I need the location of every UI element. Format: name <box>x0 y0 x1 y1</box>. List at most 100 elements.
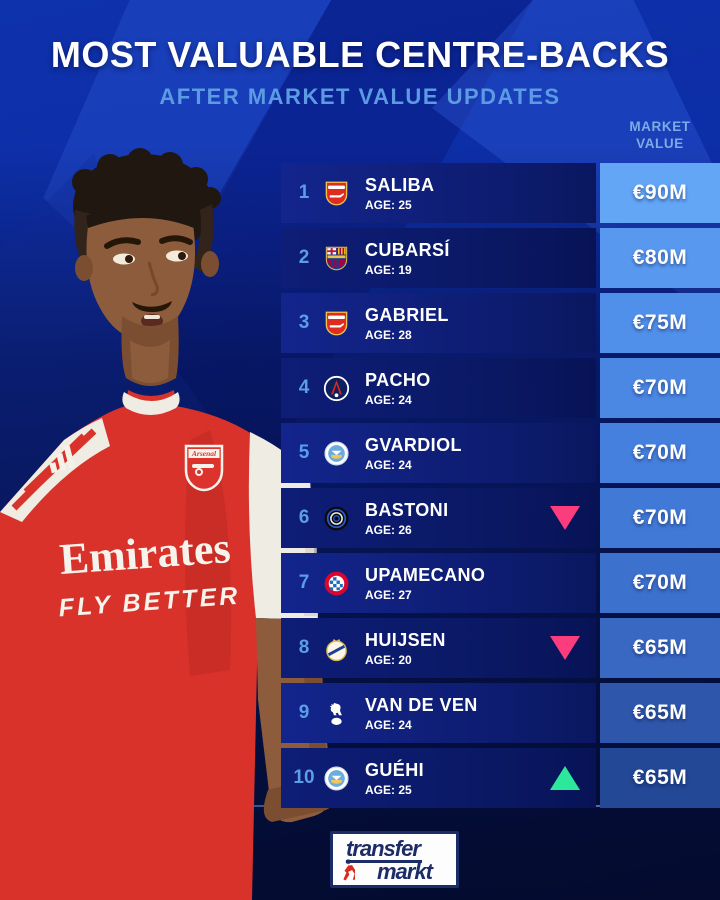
jersey-crest-text: Arsenal <box>191 449 217 458</box>
player-cell: 4 PACHO AGE: 24 <box>281 358 596 418</box>
rank-number: 1 <box>298 182 310 203</box>
player-cell: 5 GVARDIOL AGE: 24 <box>281 423 596 483</box>
market-value: €70M <box>632 441 688 464</box>
player-name: PACHO <box>365 369 431 390</box>
adidas-stripes-icon <box>49 444 76 474</box>
player-name: GABRIEL <box>365 304 449 325</box>
player-photo-saliba: Arsenal Emirates FLY BETTER <box>0 148 333 900</box>
jersey-sponsor-text: Emirates <box>58 523 232 584</box>
rank-number: 5 <box>298 442 310 463</box>
market-value: €75M <box>632 311 688 334</box>
player-name: GUÉHI <box>365 759 425 780</box>
table-row: 7 UPAMECANO AGE: 27 €70M <box>281 553 720 613</box>
ranking-table: 1 SALIBA AGE: 25 €90M 2 CUBARSÍ AGE: 19 <box>281 163 720 808</box>
player-name: BASTONI <box>365 499 449 520</box>
player-info: UPAMECANO AGE: 27 <box>365 566 485 601</box>
player-info: SALIBA AGE: 25 <box>365 176 434 211</box>
club-crest-barcelona-icon <box>323 245 350 272</box>
market-value: €80M <box>632 246 688 269</box>
market-value-cell: €70M <box>600 553 720 613</box>
table-row: 1 SALIBA AGE: 25 €90M <box>281 163 720 223</box>
rank-number: 7 <box>298 572 310 593</box>
page-title: MOST VALUABLE CENTRE-BACKS <box>50 34 670 75</box>
rank-number: 9 <box>298 702 310 723</box>
player-info: BASTONI AGE: 26 <box>365 501 448 536</box>
rank-number: 4 <box>298 377 310 398</box>
market-value-cell: €70M <box>600 488 720 548</box>
player-age: AGE: 20 <box>365 652 412 667</box>
club-crest-arsenal-icon <box>323 180 350 207</box>
rank-number: 3 <box>298 312 310 333</box>
player-cell: 9 VAN DE VEN AGE: 24 <box>281 683 596 743</box>
player-age: AGE: 24 <box>365 457 412 472</box>
jersey-crest-icon: Arsenal <box>184 444 224 492</box>
player-name: SALIBA <box>365 174 435 195</box>
page-subtitle: AFTER MARKET VALUE UPDATES <box>159 84 561 109</box>
table-row: 3 GABRIEL AGE: 28 €75M <box>281 293 720 353</box>
logo-text-markt: markt <box>377 859 433 884</box>
market-value: €90M <box>632 181 688 204</box>
market-value-cell: €90M <box>600 163 720 223</box>
table-row: 6 BASTONI AGE: 26 €70M <box>281 488 720 548</box>
rank-number: 2 <box>298 247 310 268</box>
table-row: 5 GVARDIOL AGE: 24 €70M <box>281 423 720 483</box>
player-info: VAN DE VEN AGE: 24 <box>365 696 478 731</box>
player-cell: 6 BASTONI AGE: 26 <box>281 488 596 548</box>
player-age: AGE: 19 <box>365 262 412 277</box>
header: MOST VALUABLE CENTRE-BACKS AFTER MARKET … <box>0 0 720 110</box>
player-age: AGE: 28 <box>365 327 412 342</box>
market-value: €65M <box>632 701 688 724</box>
player-info: PACHO AGE: 24 <box>365 371 431 406</box>
club-crest-real-madrid-icon <box>323 635 350 662</box>
player-cell: 10 GUÉHI AGE: 25 <box>281 748 596 808</box>
player-name: GVARDIOL <box>365 434 462 455</box>
market-value: €70M <box>632 376 688 399</box>
table-row: 9 VAN DE VEN AGE: 24 €65M <box>281 683 720 743</box>
club-crest-bayern-icon <box>323 570 350 597</box>
player-age: AGE: 25 <box>365 782 412 797</box>
club-crest-arsenal-icon <box>323 310 350 337</box>
player-cell: 7 UPAMECANO AGE: 27 <box>281 553 596 613</box>
trend-icon <box>550 766 580 790</box>
table-row: 2 CUBARSÍ AGE: 19 €80M <box>281 228 720 288</box>
market-value-cell: €70M <box>600 358 720 418</box>
player-name: CUBARSÍ <box>365 239 450 260</box>
logo-text-transfer: transfer <box>346 837 422 864</box>
market-value: €70M <box>632 506 688 529</box>
player-cell: 8 HUIJSEN AGE: 20 <box>281 618 596 678</box>
player-age: AGE: 27 <box>365 587 412 602</box>
club-crest-man-city-icon <box>323 440 350 467</box>
table-row: 8 HUIJSEN AGE: 20 €65M <box>281 618 720 678</box>
table-row: 10 GUÉHI AGE: 25 €65M <box>281 748 720 808</box>
rank-number: 8 <box>298 637 310 658</box>
player-info: HUIJSEN AGE: 20 <box>365 631 446 666</box>
market-value-cell: €65M <box>600 683 720 743</box>
market-value-cell: €65M <box>600 748 720 808</box>
rank-number: 10 <box>293 767 315 788</box>
player-age: AGE: 24 <box>365 392 412 407</box>
market-value-cell: €80M <box>600 228 720 288</box>
trend-icon <box>550 506 580 530</box>
player-info: GABRIEL AGE: 28 <box>365 306 449 341</box>
market-value-cell: €65M <box>600 618 720 678</box>
market-value-cell: €70M <box>600 423 720 483</box>
player-info: GVARDIOL AGE: 24 <box>365 436 462 471</box>
club-crest-inter-icon <box>323 505 350 532</box>
market-value: €65M <box>632 636 688 659</box>
player-cell: 3 GABRIEL AGE: 28 <box>281 293 596 353</box>
market-value: €65M <box>632 766 688 789</box>
player-info: GUÉHI AGE: 25 <box>365 761 424 796</box>
player-info: CUBARSÍ AGE: 19 <box>365 241 450 276</box>
player-name: HUIJSEN <box>365 629 446 650</box>
player-name: UPAMECANO <box>365 564 486 585</box>
trend-icon <box>550 636 580 660</box>
player-age: AGE: 25 <box>365 197 412 212</box>
market-value-column-header: MARKET VALUE <box>600 118 720 152</box>
player-cell: 2 CUBARSÍ AGE: 19 <box>281 228 596 288</box>
player-cell: 1 SALIBA AGE: 25 <box>281 163 596 223</box>
player-age: AGE: 26 <box>365 522 412 537</box>
club-crest-psg-icon <box>323 375 350 402</box>
market-value: €70M <box>632 571 688 594</box>
club-crest-man-city-icon <box>323 765 350 792</box>
